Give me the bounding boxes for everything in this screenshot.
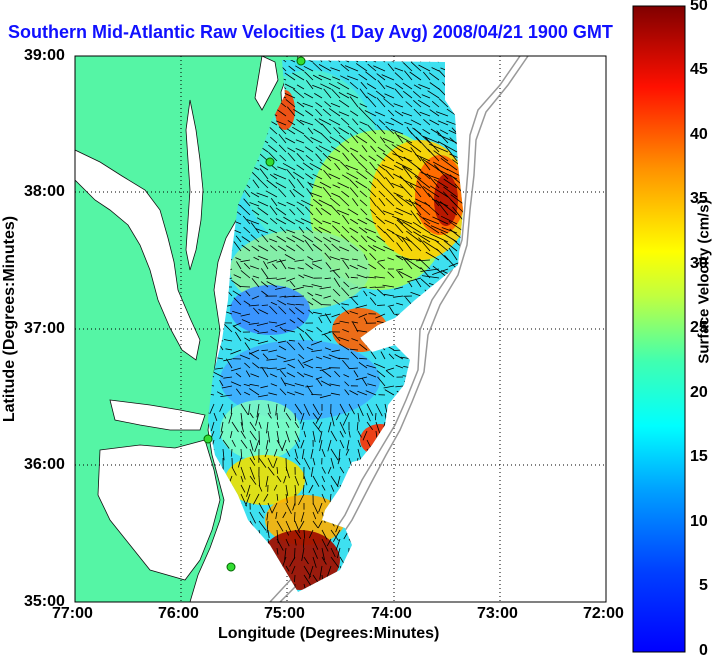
radar-station bbox=[297, 57, 305, 65]
lat-tick: 39:00 bbox=[24, 47, 65, 65]
velocity-arrow bbox=[377, 305, 385, 306]
colorbar-tick: 0 bbox=[699, 642, 708, 660]
lon-tick: 76:00 bbox=[158, 605, 199, 623]
velocity-arrow bbox=[259, 476, 260, 486]
lon-tick: 74:00 bbox=[371, 605, 412, 623]
colorbar bbox=[633, 6, 685, 652]
lon-tick: 77:00 bbox=[52, 605, 93, 623]
y-axis-label: Latitude (Degrees:Minutes) bbox=[1, 209, 19, 429]
lat-tick: 36:00 bbox=[24, 456, 65, 474]
x-axis-label: Longitude (Degrees:Minutes) bbox=[218, 625, 439, 643]
lon-tick: 72:00 bbox=[583, 605, 624, 623]
colorbar-tick: 15 bbox=[690, 448, 708, 466]
radar-station bbox=[204, 435, 212, 443]
colorbar-label: Surface Velocity (cm/s) bbox=[696, 172, 713, 392]
velocity-arrow bbox=[277, 413, 278, 420]
velocity-arrow bbox=[262, 305, 268, 306]
colorbar-tick: 45 bbox=[690, 61, 708, 79]
velocity-arrow bbox=[370, 287, 376, 288]
colorbar-tick: 5 bbox=[699, 577, 708, 595]
velocity-arrow bbox=[239, 287, 250, 288]
colorbar-tick: 40 bbox=[690, 126, 708, 144]
radar-station bbox=[266, 158, 274, 166]
lat-tick: 38:00 bbox=[24, 183, 65, 201]
lat-tick: 37:00 bbox=[24, 320, 65, 338]
velocity-arrow bbox=[259, 431, 260, 445]
colorbar-tick: 10 bbox=[690, 513, 708, 531]
lon-tick: 73:00 bbox=[477, 605, 518, 623]
radar-station bbox=[227, 563, 235, 571]
lon-tick: 75:00 bbox=[264, 605, 305, 623]
colorbar-tick: 50 bbox=[690, 0, 708, 15]
